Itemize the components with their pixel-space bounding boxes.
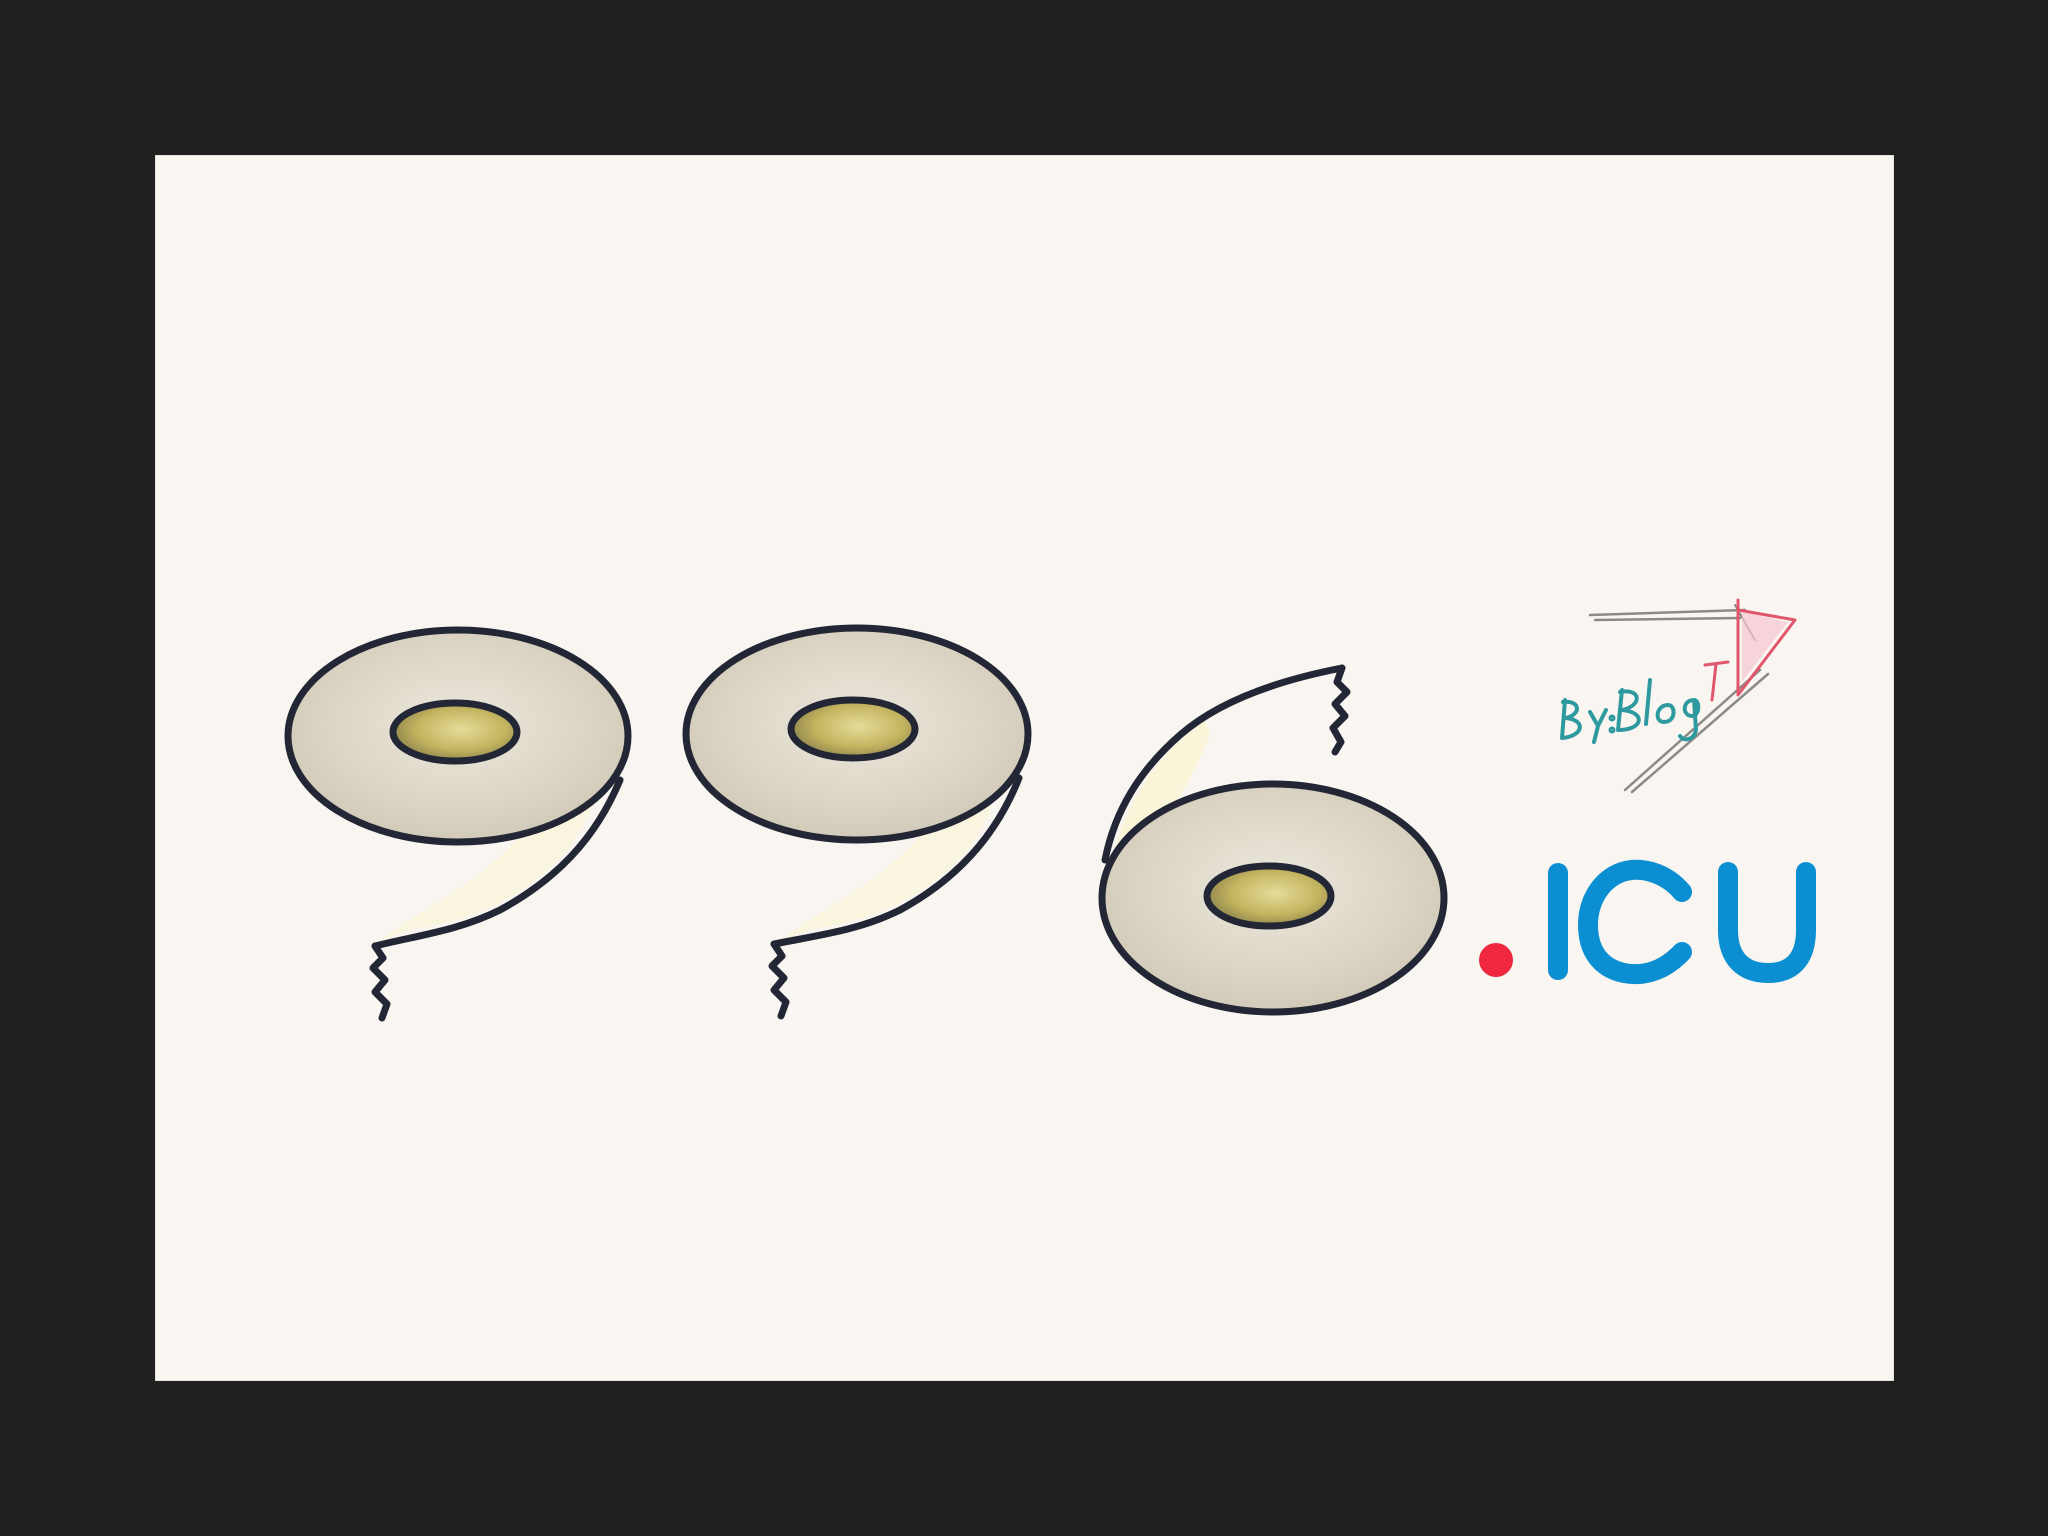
suffix-dot	[1479, 943, 1513, 977]
toilet-roll-digit-9-first	[284, 626, 632, 1022]
suffix-text-icu	[1548, 859, 1816, 985]
artist-signature	[1560, 598, 1797, 794]
roll-core	[1203, 862, 1335, 930]
domain-suffix	[1479, 859, 1816, 985]
roll-core	[389, 699, 521, 765]
roll-core	[787, 696, 919, 762]
toilet-roll-digit-9-second	[682, 624, 1032, 1020]
toilet-roll-digit-6	[1098, 664, 1448, 1016]
